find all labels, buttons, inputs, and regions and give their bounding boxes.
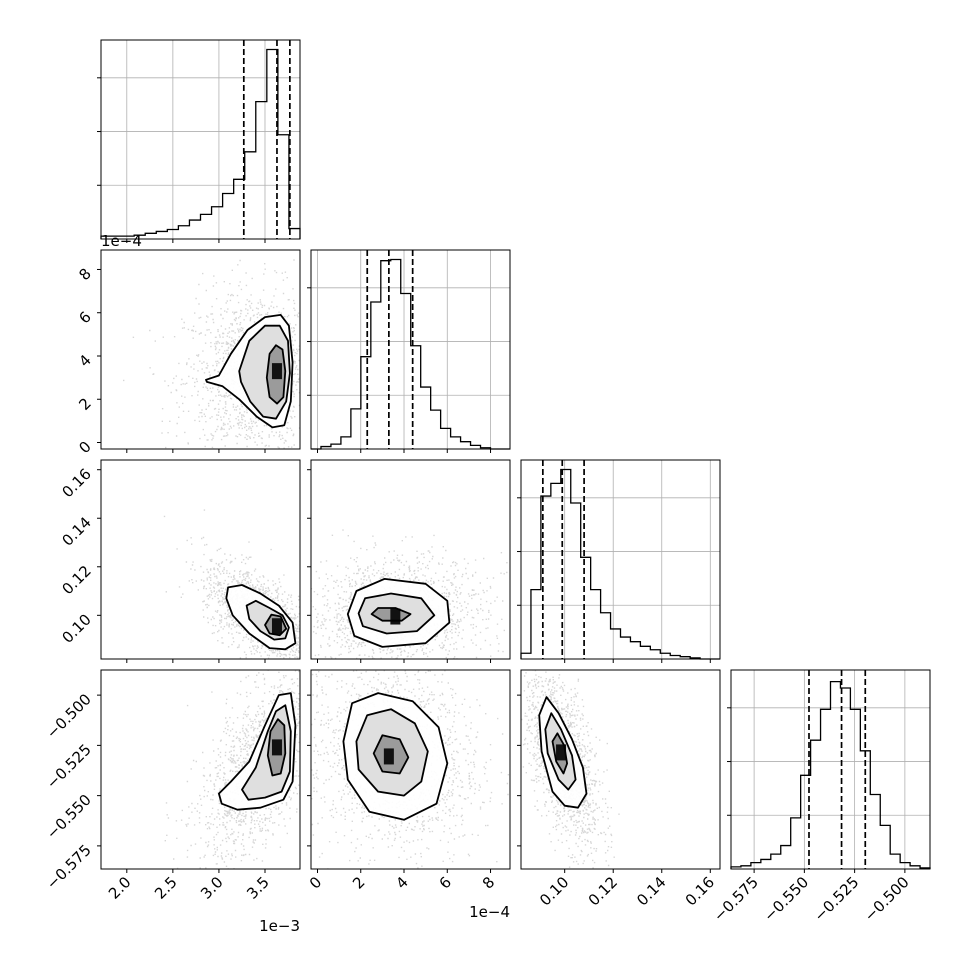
x-tick-label: 0.14 (633, 873, 669, 909)
histogram-step-line (100, 48, 301, 239)
contour-line-3 (342, 692, 449, 821)
x-offset-text: 1e−3 (259, 917, 300, 935)
y-tick-label: 2 (75, 394, 94, 413)
density-peak (383, 748, 394, 765)
hist-panel-3 (517, 459, 721, 663)
panel-frame (310, 669, 511, 870)
y-tick-label: −0.575 (43, 841, 95, 893)
panel-frame (730, 669, 931, 870)
y-tick-label: −0.500 (43, 690, 95, 742)
x-tick-label: 0 (306, 873, 325, 892)
x-tick-label: 0.10 (536, 873, 572, 909)
y-tick-label: 8 (75, 265, 94, 284)
hist-panel-2 (307, 249, 511, 453)
pair-panel-content (311, 670, 510, 869)
histogram-step-line (311, 258, 511, 450)
x-tick-label: 2.5 (151, 873, 181, 903)
hist-panel-4 (727, 669, 931, 873)
density-peak (390, 608, 401, 625)
x-tick-label: 2.0 (105, 873, 135, 903)
contour-line-3 (218, 692, 297, 811)
scatter-points (311, 529, 510, 659)
contour-line-3 (225, 584, 297, 651)
y-tick-label: −0.525 (43, 740, 95, 792)
density-peak (271, 739, 282, 756)
y-tick-label: 0 (75, 438, 94, 457)
pair-panel-content (311, 529, 510, 659)
y-tick-label: 4 (75, 351, 94, 370)
x-tick-label: −0.575 (710, 873, 762, 925)
histogram-step-line (520, 468, 720, 660)
pair-panel-content (163, 509, 300, 659)
x-tick-label: −0.525 (810, 873, 862, 925)
contour-line-1 (266, 718, 287, 777)
contour-line-3 (205, 314, 294, 429)
contour-line-3 (346, 578, 451, 648)
panel-frame (310, 249, 511, 450)
x-tick-label: 2 (349, 873, 368, 892)
panel-frame (520, 669, 721, 870)
pair-panel-1-2 (97, 249, 301, 453)
y-tick-label: 6 (75, 308, 94, 327)
y-tick-label: 0.14 (58, 513, 94, 549)
panel-frame (100, 249, 301, 450)
x-tick-label: 0.16 (682, 873, 718, 909)
contour-line-1 (372, 734, 410, 775)
x-tick-label: 8 (479, 873, 498, 892)
pair-panel-2-3 (307, 459, 511, 663)
y-offset-text: 1e−4 (101, 232, 142, 250)
y-tick-label: 0.10 (58, 610, 94, 646)
contour-line-1 (551, 732, 568, 775)
pair-panel-content (164, 670, 300, 869)
y-tick-label: 0.12 (58, 562, 94, 598)
x-tick-label: 3.5 (243, 873, 273, 903)
contour-line-1 (265, 344, 287, 405)
pair-panel-1-4 (97, 669, 301, 873)
panel-frame (100, 39, 301, 240)
contour-line-2 (238, 324, 291, 420)
x-tick-label: 4 (392, 873, 411, 892)
contour-line-2 (544, 712, 577, 791)
pair-panel-3-4 (517, 669, 721, 873)
pair-panel-content (521, 670, 620, 869)
x-offset-text: 1e−4 (469, 903, 510, 921)
density-peak (271, 363, 282, 380)
pair-panel-content (123, 259, 300, 449)
contour-line-2 (245, 599, 290, 641)
contour-line-2 (355, 708, 429, 797)
panel-frame (100, 459, 301, 660)
pair-panel-2-4 (307, 669, 511, 873)
panel-frame (310, 459, 511, 660)
y-tick-label: −0.550 (43, 791, 95, 843)
contour-line-1 (370, 607, 412, 622)
x-tick-label: 3.0 (197, 873, 227, 903)
histogram-step-line (730, 680, 931, 869)
x-tick-label: 0.12 (585, 873, 621, 909)
x-tick-label: −0.550 (760, 873, 812, 925)
contour-line-1 (264, 613, 288, 637)
contour-line-2 (357, 592, 436, 635)
contour-line-3 (538, 696, 588, 809)
x-tick-label: 6 (436, 873, 455, 892)
panel-frame (100, 669, 301, 870)
density-peak (271, 618, 282, 635)
density-peak (556, 744, 567, 761)
pair-panel-1-3 (97, 459, 301, 663)
x-tick-label: −0.500 (861, 873, 913, 925)
panel-frame (520, 459, 721, 660)
contour-line-2 (241, 704, 292, 801)
hist-panel-1 (97, 39, 301, 243)
y-tick-label: 0.16 (58, 465, 94, 501)
